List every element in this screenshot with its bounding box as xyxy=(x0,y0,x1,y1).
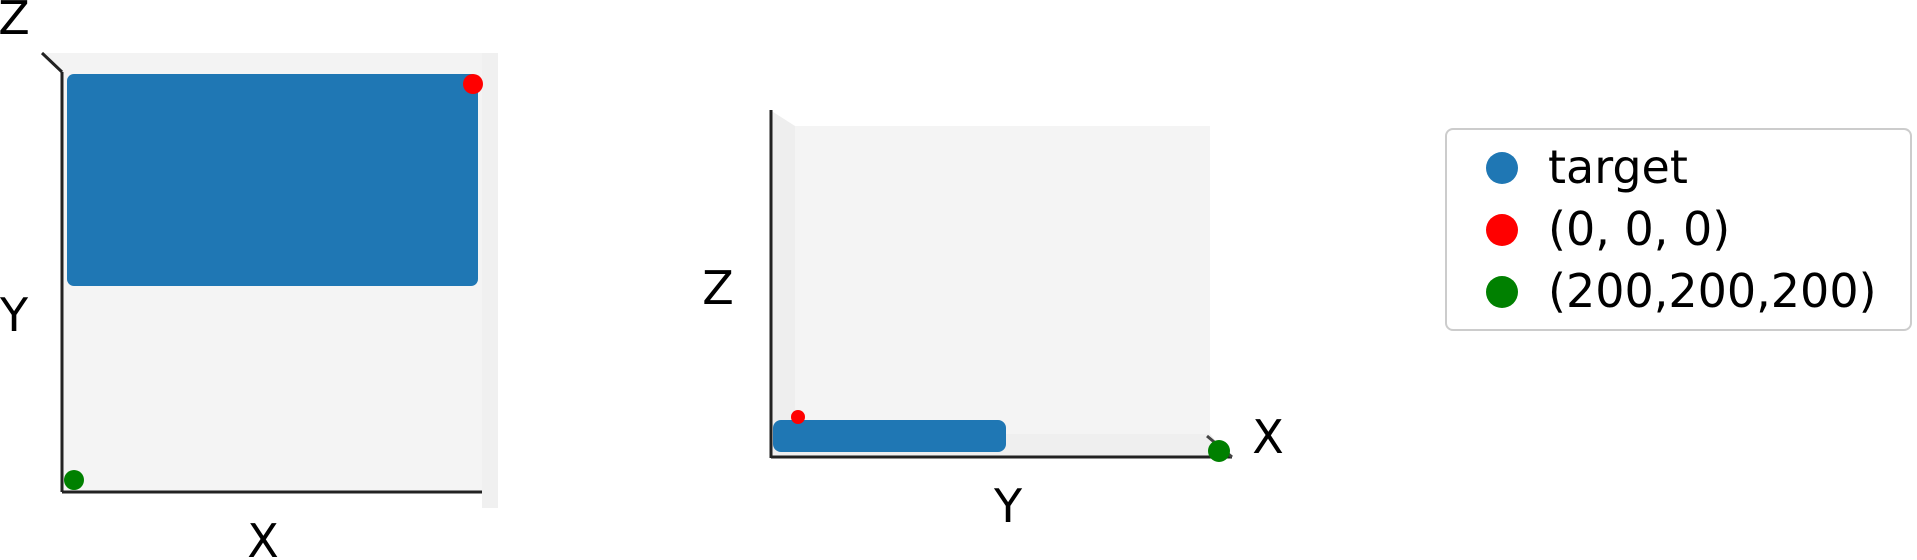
legend-marker-max xyxy=(1486,276,1518,308)
middle-x-label: X xyxy=(1252,410,1284,464)
left-z-label: Z xyxy=(0,0,30,45)
legend-label-max: (200,200,200) xyxy=(1548,264,1877,318)
left-x-label: X xyxy=(247,514,279,560)
middle-target-bar xyxy=(773,420,1006,452)
left-pane-right-edge xyxy=(482,53,498,508)
left-origin-point xyxy=(463,74,483,94)
middle-max-point xyxy=(1208,440,1230,462)
left-target-block xyxy=(67,74,478,286)
middle-origin-point xyxy=(791,410,805,424)
legend: target (0, 0, 0) (200,200,200) xyxy=(1445,128,1912,331)
middle-subplot: Z X Y xyxy=(702,110,1284,533)
middle-y-label: Y xyxy=(993,479,1023,533)
left-max-point xyxy=(64,470,84,490)
left-axis-diagonal xyxy=(40,51,64,74)
legend-box xyxy=(1445,128,1912,331)
legend-label-origin: (0, 0, 0) xyxy=(1548,202,1730,256)
legend-label-target: target xyxy=(1548,140,1688,194)
left-y-label: Y xyxy=(0,288,29,342)
middle-pane-left xyxy=(770,110,795,458)
left-subplot: Z Y X xyxy=(0,0,498,560)
middle-z-label: Z xyxy=(702,261,734,315)
legend-marker-origin xyxy=(1486,214,1518,246)
middle-pane-back xyxy=(795,126,1210,434)
legend-marker-target xyxy=(1486,152,1518,184)
